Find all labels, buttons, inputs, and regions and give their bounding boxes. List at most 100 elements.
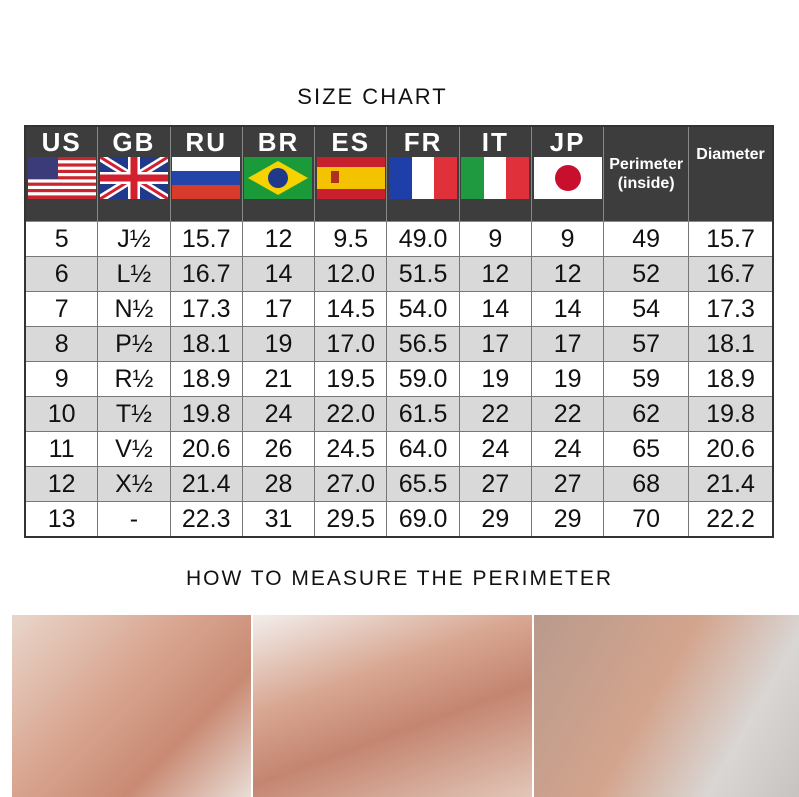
table-row: 10 T½ 19.8 24 22.0 61.5 22 22 62 19.8	[24, 396, 774, 432]
table-cell: 12	[458, 256, 532, 292]
table-cell: 68	[603, 466, 690, 502]
table-cell: 56.5	[386, 326, 460, 362]
table-cell: L½	[97, 256, 171, 292]
russia-flag-icon	[172, 157, 241, 199]
table-cell: 17	[241, 291, 316, 327]
table-cell: 51.5	[386, 256, 460, 292]
col-br: BR	[241, 125, 316, 222]
table-cell: 29	[530, 501, 605, 538]
table-cell: 31	[241, 501, 316, 538]
table-cell: 49	[603, 221, 690, 257]
table-cell: 24	[458, 431, 532, 467]
table-cell: 19	[530, 361, 605, 397]
table-cell: 27.0	[314, 466, 388, 502]
table-cell: 12.0	[314, 256, 388, 292]
table-cell: 14	[458, 291, 532, 327]
col-diameter: Diameter	[688, 125, 774, 222]
table-cell: 17	[530, 326, 605, 362]
table-cell: 18.9	[169, 361, 243, 397]
table-cell: 28	[241, 466, 316, 502]
table-cell: 9	[24, 361, 99, 397]
table-cell: 22.3	[169, 501, 243, 538]
table-cell: 49.0	[386, 221, 460, 257]
table-cell: 16.7	[169, 256, 243, 292]
table-cell: 14	[241, 256, 316, 292]
table-cell: 17.3	[169, 291, 243, 327]
table-cell: 57	[603, 326, 690, 362]
table-cell: 61.5	[386, 396, 460, 432]
col-it: IT	[458, 125, 532, 222]
table-cell: V½	[97, 431, 171, 467]
table-cell: 18.1	[169, 326, 243, 362]
table-cell: 21.4	[169, 466, 243, 502]
table-cell: 62	[603, 396, 690, 432]
table-cell: 64.0	[386, 431, 460, 467]
table-cell: 22	[530, 396, 605, 432]
photo-measuring-strip-with-ruler	[533, 615, 799, 797]
table-cell: 21.4	[688, 466, 774, 502]
table-cell: 11	[24, 431, 99, 467]
table-cell: 12	[241, 221, 316, 257]
table-cell: 18.1	[688, 326, 774, 362]
table-row: 9 R½ 18.9 21 19.5 59.0 19 19 59 18.9	[24, 361, 774, 397]
table-cell: 16.7	[688, 256, 774, 292]
table-cell: 19.8	[688, 396, 774, 432]
table-cell: 65.5	[386, 466, 460, 502]
header-row: US GB RU BR ES FR IT JP Perimeter (inside…	[24, 125, 774, 222]
col-gb: GB	[97, 125, 171, 222]
table-cell: 17.3	[688, 291, 774, 327]
table-cell: 19.8	[169, 396, 243, 432]
table-cell: 52	[603, 256, 690, 292]
table-cell: 19.5	[314, 361, 388, 397]
table-row: 6 L½ 16.7 14 12.0 51.5 12 12 52 16.7	[24, 256, 774, 292]
brazil-flag-icon	[244, 157, 313, 199]
table-cell: 8	[24, 326, 99, 362]
col-perimeter: Perimeter (inside)	[603, 125, 690, 222]
usa-flag-icon	[27, 157, 96, 199]
table-cell: 19	[458, 361, 532, 397]
table-cell: 9	[530, 221, 605, 257]
col-us: US	[24, 125, 99, 222]
table-cell: 24.5	[314, 431, 388, 467]
table-cell: 17.0	[314, 326, 388, 362]
table-row: 13-22.3 31 29.5 69.0 29 29 70 22.2	[24, 501, 774, 538]
table-cell: 26	[241, 431, 316, 467]
table-cell: 7	[24, 291, 99, 327]
table-cell: 22	[458, 396, 532, 432]
table-row: 7 N½ 17.3 17 14.5 54.0 14 14 54 17.3	[24, 291, 774, 327]
table-cell: 27	[530, 466, 605, 502]
photo-strip-wrapped-around-finger	[12, 615, 254, 797]
japan-flag-icon	[533, 157, 602, 199]
col-fr: FR	[386, 125, 460, 222]
table-cell: 54	[603, 291, 690, 327]
table-cell: 5	[24, 221, 99, 257]
table-cell: 17	[458, 326, 532, 362]
table-cell: 6	[24, 256, 99, 292]
table-cell: 15.7	[688, 221, 774, 257]
table-row: 11 V½ 20.6 26 24.5 64.0 24 24 65 20.6	[24, 431, 774, 467]
table-cell: J½	[97, 221, 171, 257]
table-cell: 20.6	[169, 431, 243, 467]
table-cell: 29.5	[314, 501, 388, 538]
table-cell: 15.7	[169, 221, 243, 257]
table-cell: 18.9	[688, 361, 774, 397]
table-cell: 19	[241, 326, 316, 362]
table-cell: N½	[97, 291, 171, 327]
spain-flag-icon	[316, 157, 385, 199]
france-flag-icon	[389, 157, 458, 199]
table-cell: 21	[241, 361, 316, 397]
size-chart-table: US GB RU BR ES FR IT JP Perimeter (inside…	[24, 125, 774, 538]
table-cell: 29	[458, 501, 532, 538]
table-cell: 12	[24, 466, 99, 502]
table-cell: 13	[24, 501, 99, 538]
table-cell: X½	[97, 466, 171, 502]
table-row: 12 X½ 21.4 28 27.0 65.5 27 27 68 21.4	[24, 466, 774, 502]
table-cell: -	[97, 501, 171, 538]
table-cell: 10	[24, 396, 99, 432]
table-cell: 22.0	[314, 396, 388, 432]
col-ru: RU	[169, 125, 243, 222]
measurement-photos	[12, 615, 799, 797]
table-cell: 20.6	[688, 431, 774, 467]
table-cell: 9	[458, 221, 532, 257]
table-row: 8 P½ 18.1 19 17.0 56.5 17 17 57 18.1	[24, 326, 774, 362]
